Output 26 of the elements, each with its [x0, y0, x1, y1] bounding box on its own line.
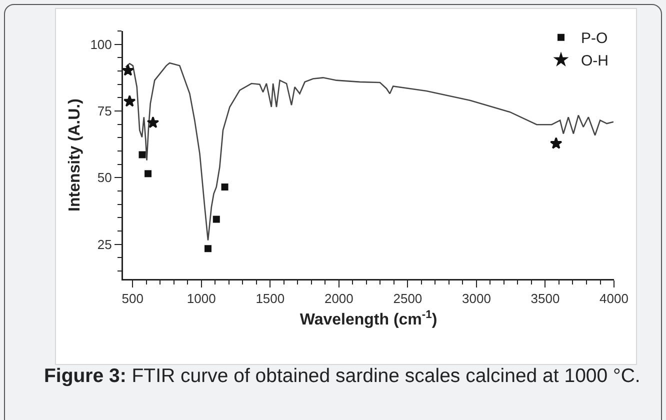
y-tick-label: 75	[97, 104, 112, 119]
x-tick-label: 3000	[462, 291, 491, 306]
point	[204, 245, 212, 252]
point	[123, 95, 136, 107]
x-tick-label: 500	[122, 291, 144, 306]
x-tick-label: 2500	[393, 291, 422, 306]
point	[550, 137, 562, 149]
y-axis-title: Intensity (A.U.)	[66, 98, 84, 212]
x-tick-label: 1000	[186, 291, 216, 306]
x-tick-label: 1500	[256, 291, 285, 306]
point	[212, 216, 220, 223]
legend-label: O-H	[581, 52, 608, 70]
x-tick-label: 3500	[530, 291, 560, 306]
point	[221, 184, 228, 190]
point	[123, 64, 134, 76]
y-tick-label: 25	[97, 236, 112, 252]
y-tick-label: 100	[90, 36, 112, 52]
point	[138, 151, 146, 158]
x-axis-title: Wavelength (cm$^{-1}$)	[300, 308, 438, 329]
x-tick-label: 4000	[600, 291, 628, 306]
x-tick-label: 2000	[324, 291, 354, 306]
point	[144, 170, 152, 178]
y-tick-label: 50	[97, 170, 112, 186]
caption: Figure 3: FTIR curve of obtained sardine scales calcined at 1000 °C.	[44, 365, 640, 387]
point	[146, 116, 160, 128]
legend-label: P-O	[581, 30, 608, 48]
